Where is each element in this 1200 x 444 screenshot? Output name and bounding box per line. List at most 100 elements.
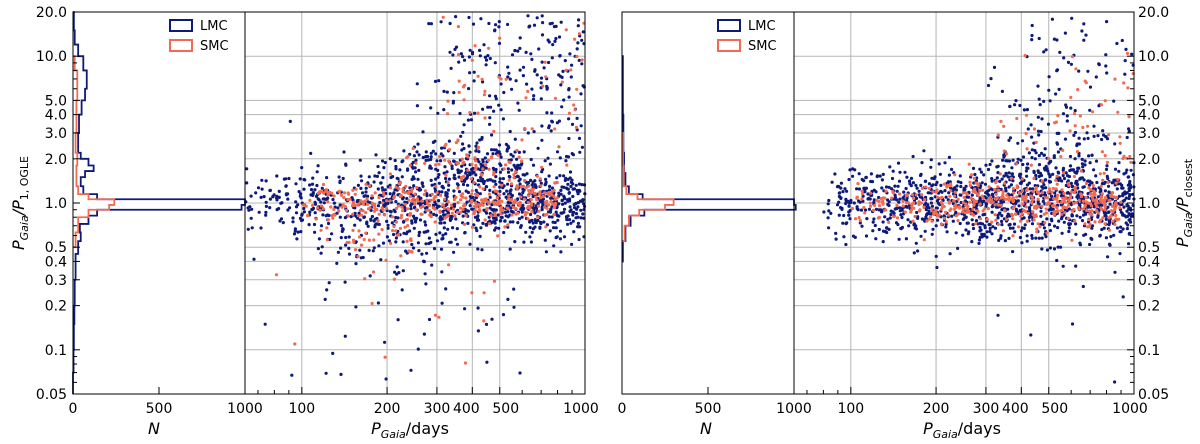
scatter-point-smc [381, 190, 386, 195]
scatter-point-lmc [382, 166, 386, 170]
scatter-point-lmc [546, 38, 550, 42]
scatter-point-lmc [580, 38, 584, 42]
scatter-point-lmc [570, 122, 575, 126]
scatter-point-smc [414, 208, 418, 212]
scatter-point-lmc [386, 226, 390, 230]
scatter-point-lmc [1033, 157, 1037, 161]
scatter-point-lmc [918, 173, 923, 178]
scatter-point-smc [1002, 196, 1006, 200]
scatter-point-lmc [898, 206, 902, 210]
scatter-point-lmc [540, 138, 544, 142]
scatter-point-smc [573, 108, 577, 112]
scatter-point-smc [879, 196, 883, 201]
scatter-point-smc [506, 223, 510, 227]
scatter-point-lmc [354, 240, 358, 244]
scatter-point-lmc [312, 222, 317, 227]
scatter-point-lmc [566, 182, 570, 186]
scatter-point-lmc [530, 183, 534, 187]
scatter-point-smc [500, 199, 504, 203]
scatter-point-smc [860, 189, 864, 193]
x-tick-label: 400 [453, 401, 480, 417]
scatter-point-lmc [479, 17, 483, 21]
scatter-point-smc [461, 207, 465, 211]
scatter-point-smc [460, 157, 464, 161]
scatter-point-lmc [344, 243, 348, 247]
scatter-point-lmc [1096, 213, 1100, 218]
scatter-point-smc [1061, 206, 1065, 210]
scatter-point-lmc [580, 199, 585, 203]
scatter-point-smc [360, 243, 364, 247]
scatter-point-lmc [339, 246, 343, 250]
scatter-point-lmc [277, 189, 281, 193]
scatter-point-lmc [507, 71, 511, 75]
scatter-point-lmc [540, 208, 544, 212]
scatter-point-lmc [441, 236, 445, 241]
scatter-point-lmc [559, 83, 563, 87]
scatter-point-smc [552, 188, 556, 192]
scatter-point-lmc [568, 170, 573, 174]
scatter-point-lmc [282, 177, 286, 181]
scatter-point-smc [527, 184, 531, 188]
scatter-point-lmc [884, 185, 889, 189]
scatter-point-lmc [516, 221, 520, 225]
scatter-point-smc [549, 200, 553, 204]
scatter-point-smc [857, 216, 861, 220]
scatter-point-lmc [358, 158, 362, 162]
scatter-point-lmc [934, 183, 938, 187]
scatter-point-lmc [1089, 181, 1093, 185]
scatter-point-lmc [320, 186, 324, 190]
scatter-point-lmc [429, 178, 433, 182]
scatter-point-smc [868, 201, 872, 205]
scatter-point-lmc [919, 183, 923, 187]
scatter-point-lmc [1021, 155, 1026, 159]
scatter-point-lmc [964, 215, 968, 219]
scatter-point-smc [347, 240, 351, 244]
scatter-point-lmc [451, 101, 455, 105]
scatter-point-lmc [954, 231, 958, 235]
scatter-point-smc [1069, 194, 1073, 198]
scatter-point-smc [1045, 196, 1049, 200]
scatter-point-lmc [568, 209, 572, 213]
scatter-point-lmc [931, 183, 935, 187]
scatter-point-lmc [442, 108, 446, 112]
scatter-point-smc [910, 193, 915, 197]
scatter-point-smc [1076, 88, 1080, 92]
scatter-point-smc [358, 235, 362, 239]
scatter-point-smc [968, 200, 972, 204]
histogram-smc [73, 55, 116, 249]
scatter-point-lmc [1026, 127, 1030, 131]
y-tick-label: 0.05 [1138, 387, 1169, 403]
scatter-point-lmc [436, 175, 440, 179]
scatter-point-lmc [1025, 234, 1029, 238]
scatter-point-lmc [1106, 255, 1110, 259]
scatter-point-lmc [277, 207, 281, 211]
scatter-point-smc [1019, 219, 1023, 223]
scatter-point-lmc [1092, 168, 1096, 172]
scatter-point-lmc [439, 215, 443, 219]
scatter-point-lmc [581, 84, 585, 88]
scatter-point-smc [906, 201, 911, 205]
scatter-point-smc [420, 199, 424, 203]
scatter-point-smc [1024, 194, 1028, 198]
scatter-point-lmc [1125, 227, 1129, 231]
y-tick-label: 0.1 [1138, 343, 1160, 359]
scatter-point-lmc [307, 223, 311, 227]
scatter-point-smc [1079, 193, 1084, 197]
scatter-point-lmc [506, 65, 510, 69]
scatter-point-lmc [341, 227, 345, 231]
scatter-point-smc [550, 193, 554, 197]
scatter-point-lmc [1085, 131, 1089, 135]
x-tick-label: 400 [1002, 401, 1029, 417]
scatter-point-lmc [562, 174, 566, 178]
scatter-point-lmc [339, 236, 343, 240]
scatter-point-smc [1016, 225, 1021, 229]
scatter-point-lmc [1088, 161, 1092, 165]
scatter-point-lmc [553, 39, 557, 44]
scatter-point-smc [408, 250, 412, 254]
scatter-point-lmc [1054, 92, 1058, 96]
scatter-point-lmc [545, 84, 549, 89]
scatter-point-lmc [857, 187, 862, 191]
scatter-point-smc [412, 200, 416, 204]
scatter-point-lmc [558, 174, 562, 178]
scatter-point-lmc [478, 234, 482, 238]
